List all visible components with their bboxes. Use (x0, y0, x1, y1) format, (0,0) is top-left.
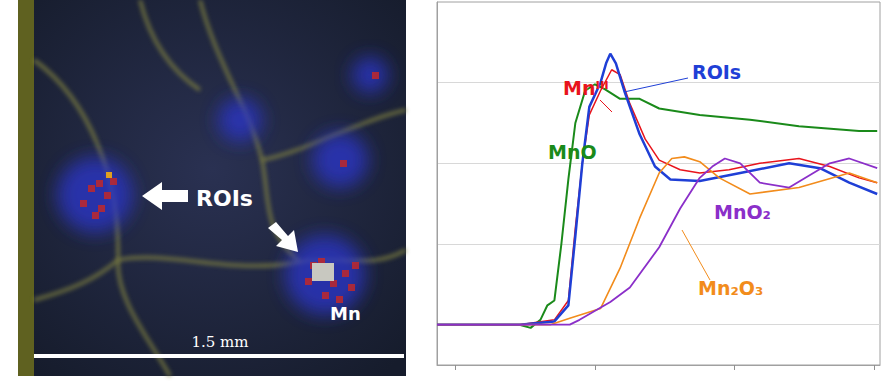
svg-text:MnO₂: MnO₂ (714, 201, 771, 223)
svg-text:ROIs: ROIs (196, 186, 253, 211)
svg-text:MnO: MnO (548, 141, 597, 163)
svg-text:1.5 mm: 1.5 mm (191, 333, 248, 351)
svg-text:Mnᴵᴵᴵ: Mnᴵᴵᴵ (563, 77, 609, 99)
svg-text:Mn₂O₃: Mn₂O₃ (698, 277, 763, 299)
svg-text:Mn: Mn (330, 303, 361, 324)
svg-text:ROIs: ROIs (692, 61, 741, 83)
